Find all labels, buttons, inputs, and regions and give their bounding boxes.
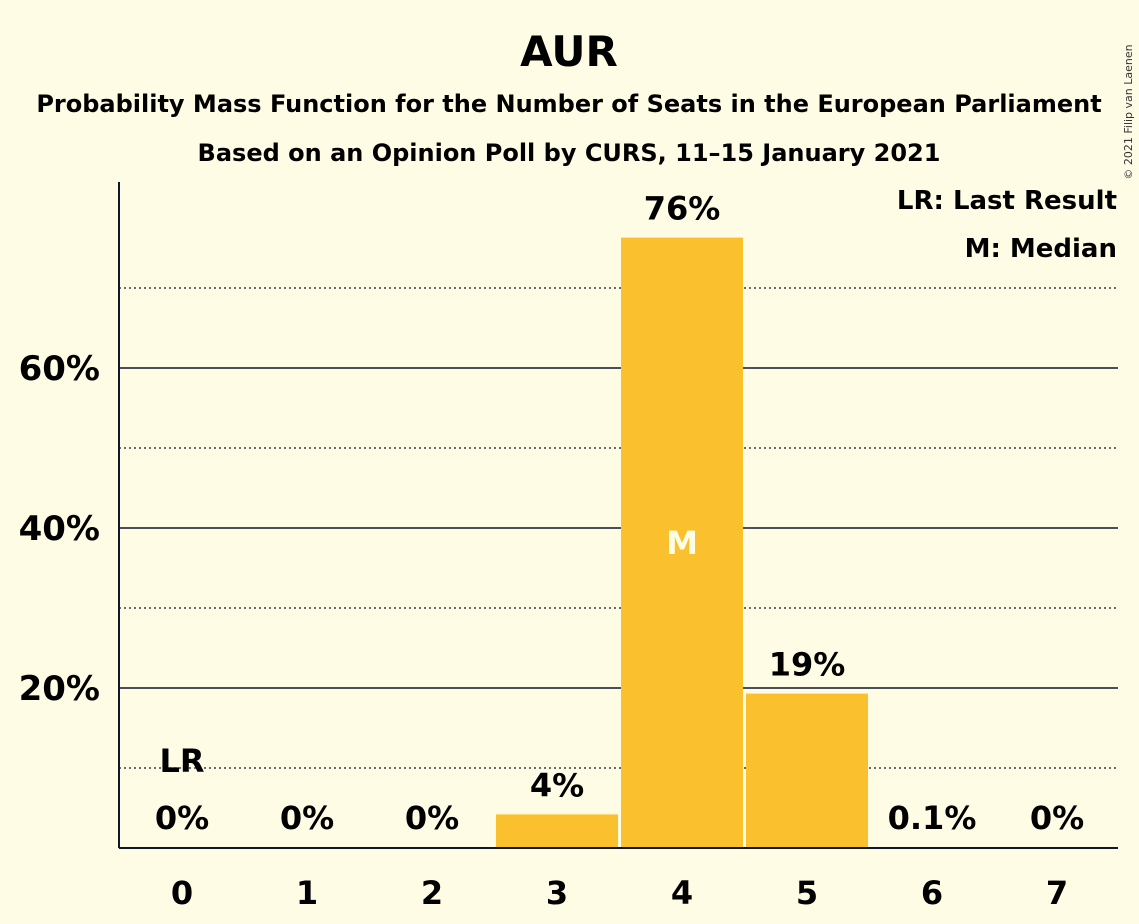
x-tick-label: 5 [796, 874, 818, 912]
bar-value-label: 0% [405, 799, 459, 837]
y-tick-label: 40% [19, 509, 100, 549]
y-tick-label: 20% [19, 669, 100, 709]
bar-value-label: 0% [1030, 799, 1084, 837]
bar-value-label: 0% [280, 799, 334, 837]
x-tick-label: 4 [671, 874, 693, 912]
bar-value-label: 19% [769, 646, 846, 684]
axes: 20% 40% 60% 0 1 2 3 4 5 6 7 [19, 182, 1118, 912]
y-tick-label: 60% [19, 349, 100, 389]
x-tick-label: 7 [1046, 874, 1068, 912]
bar-value-label: 76% [644, 190, 721, 228]
bars [496, 237, 993, 849]
bar [621, 237, 743, 849]
x-tick-label: 3 [546, 874, 568, 912]
legend-median: M: Median [965, 234, 1117, 264]
gridlines [119, 287, 1118, 769]
chart-title: AUR [520, 27, 618, 76]
median-marker: M [666, 524, 698, 562]
bar [496, 814, 618, 848]
bar [746, 693, 868, 848]
last-result-marker: LR [159, 742, 204, 780]
bar-value-label: 0% [155, 799, 209, 837]
legend-last-result: LR: Last Result [897, 186, 1117, 216]
chart-subtitle-2: Based on an Opinion Poll by CURS, 11–15 … [198, 139, 941, 167]
chart-subtitle-1: Probability Mass Function for the Number… [36, 90, 1101, 118]
copyright-text: © 2021 Filip van Laenen [1122, 44, 1135, 179]
value-labels: 0% LR 0% 0% 4% 76% M 19% 0.1% 0% [155, 190, 1084, 837]
x-tick-label: 2 [421, 874, 443, 912]
bar-value-label: 0.1% [888, 799, 977, 837]
bar-value-label: 4% [530, 766, 584, 804]
x-tick-label: 6 [921, 874, 943, 912]
x-tick-label: 1 [296, 874, 318, 912]
x-tick-label: 0 [171, 874, 193, 912]
